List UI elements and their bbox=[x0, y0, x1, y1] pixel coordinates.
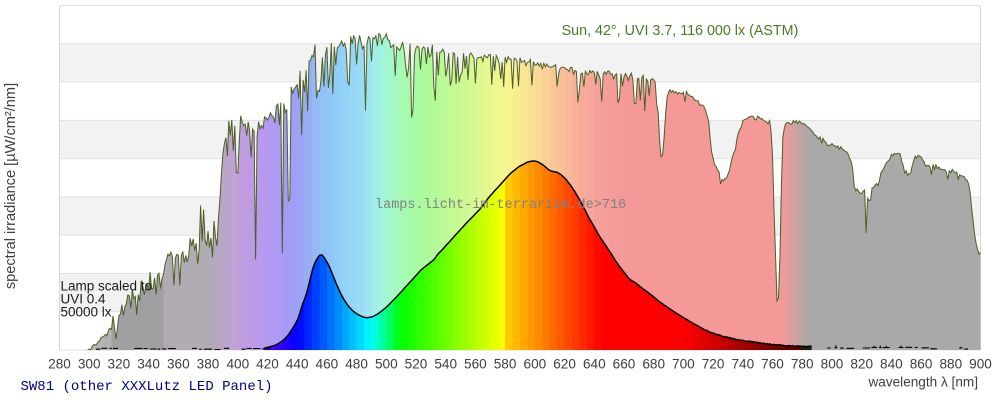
svg-text:800: 800 bbox=[821, 357, 844, 372]
svg-text:280: 280 bbox=[48, 357, 71, 372]
svg-text:840: 840 bbox=[880, 357, 903, 372]
svg-text:540: 540 bbox=[434, 357, 457, 372]
svg-text:860: 860 bbox=[910, 357, 933, 372]
svg-text:400: 400 bbox=[226, 357, 249, 372]
svg-text:480: 480 bbox=[345, 357, 368, 372]
svg-text:380: 380 bbox=[197, 357, 220, 372]
svg-text:600: 600 bbox=[524, 357, 547, 372]
svg-text:320: 320 bbox=[108, 357, 131, 372]
svg-text:Sun, 42°, UVI 3.7, 116 000 lx: Sun, 42°, UVI 3.7, 116 000 lx (ASTM) bbox=[562, 23, 799, 39]
svg-text:wavelength λ [nm]: wavelength λ [nm] bbox=[867, 375, 978, 390]
svg-text:760: 760 bbox=[761, 357, 784, 372]
svg-text:lamps.licht-im-terrarium.de>71: lamps.licht-im-terrarium.de>716 bbox=[375, 198, 626, 213]
svg-text:Lamp scaled to: Lamp scaled to bbox=[61, 279, 153, 294]
svg-text:300: 300 bbox=[78, 357, 101, 372]
svg-text:880: 880 bbox=[939, 357, 962, 372]
svg-text:820: 820 bbox=[850, 357, 873, 372]
svg-text:340: 340 bbox=[137, 357, 160, 372]
svg-text:420: 420 bbox=[256, 357, 279, 372]
svg-text:700: 700 bbox=[672, 357, 695, 372]
svg-text:720: 720 bbox=[702, 357, 725, 372]
svg-text:660: 660 bbox=[613, 357, 636, 372]
svg-text:580: 580 bbox=[494, 357, 517, 372]
svg-text:UVI 0.4: UVI 0.4 bbox=[61, 292, 107, 307]
svg-text:SW81 (other XXXLutz LED Panel): SW81 (other XXXLutz LED Panel) bbox=[21, 379, 273, 395]
svg-text:560: 560 bbox=[464, 357, 487, 372]
svg-text:620: 620 bbox=[553, 357, 576, 372]
svg-text:500: 500 bbox=[375, 357, 398, 372]
svg-text:440: 440 bbox=[286, 357, 309, 372]
svg-text:520: 520 bbox=[405, 357, 428, 372]
svg-text:640: 640 bbox=[583, 357, 606, 372]
svg-text:740: 740 bbox=[731, 357, 754, 372]
svg-text:680: 680 bbox=[642, 357, 665, 372]
svg-text:360: 360 bbox=[167, 357, 190, 372]
svg-text:780: 780 bbox=[791, 357, 814, 372]
svg-text:900: 900 bbox=[969, 357, 992, 372]
svg-text:460: 460 bbox=[316, 357, 339, 372]
svg-text:50000 lx: 50000 lx bbox=[61, 305, 112, 320]
svg-text:spectral irradiance [µW/cm²/nm: spectral irradiance [µW/cm²/nm] bbox=[3, 83, 19, 289]
